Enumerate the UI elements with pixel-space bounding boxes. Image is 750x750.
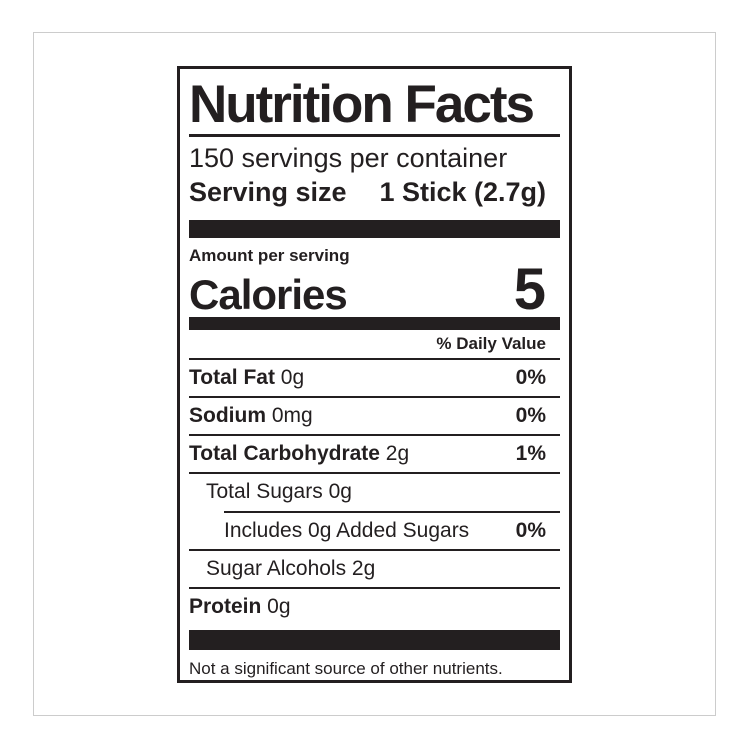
nutrition-label: Nutrition Facts 150 servings per contain…: [177, 65, 572, 683]
indented-divider: [224, 510, 560, 513]
nutrient-row-sugar-alcohols: Sugar Alcohols 2g: [189, 551, 560, 589]
nutrient-name: Total Fat 0g: [189, 365, 305, 389]
nutrient-daily-value: 0%: [515, 365, 546, 389]
nutrient-row-total-fat: Total Fat 0g 0%: [189, 360, 560, 399]
calories-row: Calories 5: [189, 257, 560, 323]
image-frame: Nutrition Facts 150 servings per contain…: [33, 32, 716, 716]
calories-label: Calories: [189, 271, 348, 319]
medium-divider-bar: [189, 317, 560, 331]
nutrient-name: Sodium 0mg: [189, 404, 313, 428]
calories-value: 5: [513, 257, 546, 323]
serving-size-label: Serving size: [189, 176, 347, 207]
nutrient-row-added-sugars: Includes 0g Added Sugars 0%: [189, 513, 560, 551]
nutrient-row-sodium: Sodium 0mg 0%: [189, 398, 560, 437]
nutrient-name: Total Carbohydrate 2g: [189, 442, 410, 466]
servings-per-container: 150 servings per container: [189, 142, 508, 173]
nutrient-name: Protein 0g: [189, 594, 291, 618]
nutrient-name: Includes 0g Added Sugars: [224, 518, 470, 542]
nutrient-name: Total Sugars 0g: [206, 480, 352, 504]
nutrient-name: Sugar Alcohols 2g: [206, 556, 376, 580]
amount-per-serving-label: Amount per serving: [189, 245, 350, 265]
nutrient-row-total-carbohydrate: Total Carbohydrate 2g 1%: [189, 436, 560, 475]
nutrient-daily-value: 0%: [515, 518, 546, 542]
nutrient-row-protein: Protein 0g: [189, 589, 560, 625]
nutrient-row-total-sugars: Total Sugars 0g: [189, 474, 560, 510]
nutrient-daily-value: 0%: [515, 404, 546, 428]
title-divider: [189, 133, 560, 137]
daily-value-header: % Daily Value: [189, 330, 560, 360]
serving-size-row: Serving size 1 Stick (2.7g): [189, 177, 560, 208]
thick-divider-bar: [189, 219, 560, 238]
serving-size-value: 1 Stick (2.7g): [379, 176, 546, 207]
thick-divider-bar-bottom: [189, 629, 560, 650]
footnote-text: Not a significant source of other nutrie…: [189, 658, 503, 678]
nutrition-facts-title: Nutrition Facts: [189, 74, 535, 134]
nutrient-daily-value: 1%: [515, 442, 546, 466]
